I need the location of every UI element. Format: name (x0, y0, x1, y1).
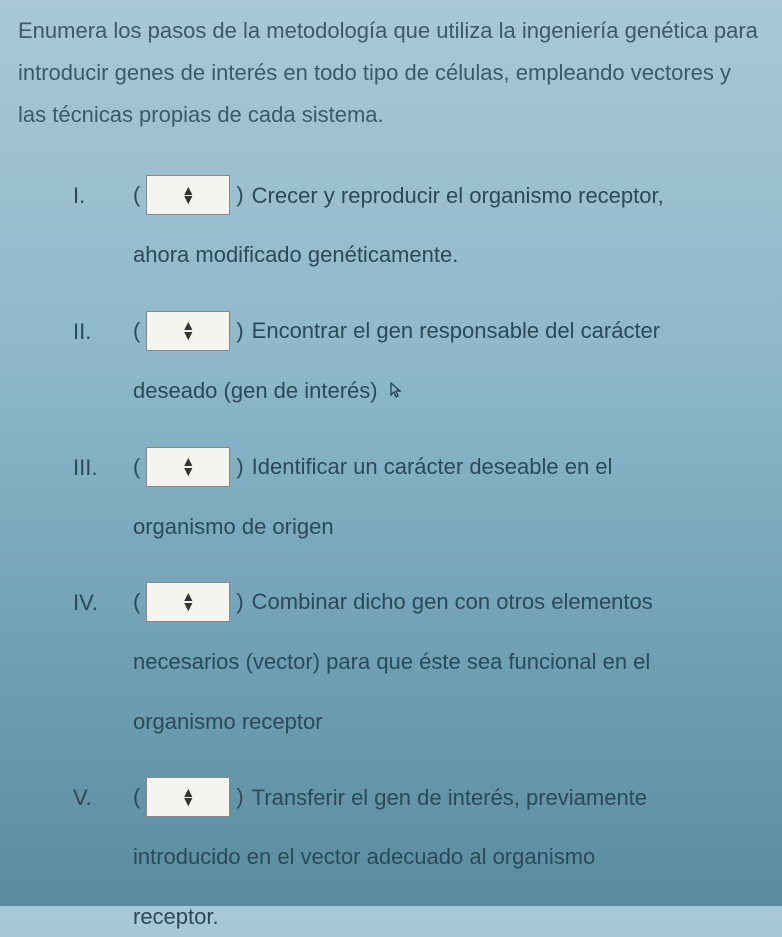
paren-open: ( (133, 318, 140, 344)
paren-close: ) (236, 318, 243, 344)
paren-open: ( (133, 589, 140, 615)
question-content: ( ▲▼ ) Transferir el gen de interés, pre… (133, 777, 764, 936)
first-line: ( ▲▼ ) Encontrar el gen responsable del … (133, 311, 764, 351)
question-item-2: II. ( ▲▼ ) Encontrar el gen responsable … (73, 311, 764, 411)
paren-close: ) (236, 454, 243, 480)
cursor-icon (390, 378, 406, 410)
roman-numeral: I. (73, 175, 133, 209)
roman-numeral: IV. (73, 582, 133, 616)
description-line1: Encontrar el gen responsable del carácte… (252, 311, 660, 351)
roman-numeral: III. (73, 447, 133, 481)
question-content: ( ▲▼ ) Combinar dicho gen con otros elem… (133, 582, 764, 741)
first-line: ( ▲▼ ) Identificar un carácter deseable … (133, 447, 764, 487)
description-line2: introducido en el vector adecuado al org… (133, 837, 764, 877)
description-line1: Identificar un carácter deseable en el (252, 447, 613, 487)
paren-close: ) (236, 589, 243, 615)
description-line1: Crecer y reproducir el organismo recepto… (252, 176, 664, 216)
updown-icon: ▲▼ (181, 321, 195, 341)
first-line: ( ▲▼ ) Crecer y reproducir el organismo … (133, 175, 764, 215)
order-dropdown-2[interactable]: ▲▼ (146, 311, 230, 351)
updown-icon: ▲▼ (181, 592, 195, 612)
updown-icon: ▲▼ (181, 457, 195, 477)
question-item-3: III. ( ▲▼ ) Identificar un carácter dese… (73, 447, 764, 547)
order-dropdown-3[interactable]: ▲▼ (146, 447, 230, 487)
paren-close: ) (236, 784, 243, 810)
roman-numeral: II. (73, 311, 133, 345)
description-line3: organismo receptor (133, 702, 764, 742)
description-line2: deseado (gen de interés) (133, 371, 764, 411)
description-line1: Combinar dicho gen con otros elementos (252, 582, 653, 622)
paren-open: ( (133, 784, 140, 810)
paren-open: ( (133, 454, 140, 480)
question-item-1: I. ( ▲▼ ) Crecer y reproducir el organis… (73, 175, 764, 275)
order-dropdown-5[interactable]: ▲▼ (146, 777, 230, 817)
description-line2: organismo de origen (133, 507, 764, 547)
order-dropdown-1[interactable]: ▲▼ (146, 175, 230, 215)
paren-open: ( (133, 182, 140, 208)
paren-close: ) (236, 182, 243, 208)
order-dropdown-4[interactable]: ▲▼ (146, 582, 230, 622)
question-content: ( ▲▼ ) Encontrar el gen responsable del … (133, 311, 764, 411)
question-content: ( ▲▼ ) Identificar un carácter deseable … (133, 447, 764, 547)
question-item-5: V. ( ▲▼ ) Transferir el gen de interés, … (73, 777, 764, 936)
description-line2: ahora modificado genéticamente. (133, 235, 764, 275)
first-line: ( ▲▼ ) Transferir el gen de interés, pre… (133, 777, 764, 817)
question-content: ( ▲▼ ) Crecer y reproducir el organismo … (133, 175, 764, 275)
description-line2: necesarios (vector) para que éste sea fu… (133, 642, 764, 682)
questions-list: I. ( ▲▼ ) Crecer y reproducir el organis… (18, 175, 764, 936)
first-line: ( ▲▼ ) Combinar dicho gen con otros elem… (133, 582, 764, 622)
updown-icon: ▲▼ (181, 788, 195, 808)
updown-icon: ▲▼ (181, 186, 195, 206)
description-line1: Transferir el gen de interés, previament… (252, 778, 647, 818)
instruction-text: Enumera los pasos de la metodología que … (18, 10, 764, 135)
roman-numeral: V. (73, 777, 133, 811)
description-line3: receptor. (133, 897, 764, 937)
question-item-4: IV. ( ▲▼ ) Combinar dicho gen con otros … (73, 582, 764, 741)
